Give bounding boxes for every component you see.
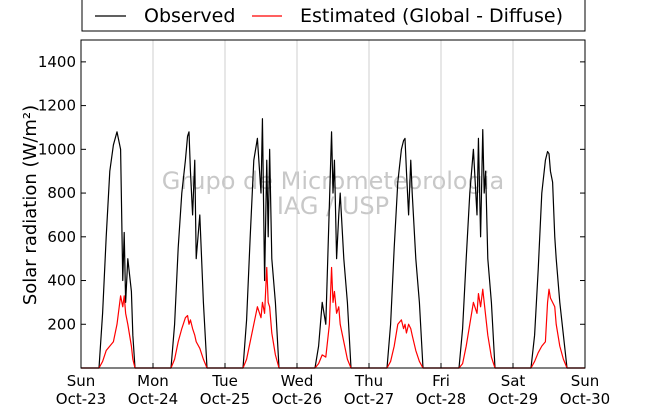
y-tick-label: 600 bbox=[47, 228, 76, 246]
watermark-line-2: IAG / USP bbox=[277, 192, 389, 220]
x-tick-label-date: Oct-26 bbox=[272, 390, 322, 408]
x-tick-label-date: Oct-23 bbox=[56, 390, 106, 408]
plot-frame bbox=[80, 39, 586, 369]
x-tick-label-date: Oct-29 bbox=[488, 390, 538, 408]
x-tick-label-day: Sun bbox=[67, 372, 96, 390]
series-line-estimated bbox=[81, 266, 585, 369]
legend-label-estimated: Estimated (Global - Diffuse) bbox=[300, 5, 563, 27]
y-tick-label: 400 bbox=[47, 272, 76, 290]
x-tick-label-day: Wed bbox=[281, 372, 314, 390]
x-tick-label-day: Sat bbox=[501, 372, 526, 390]
y-tick-label: 200 bbox=[47, 315, 76, 333]
x-tick-label-day: Mon bbox=[137, 372, 169, 390]
x-tick-label-day: Tue bbox=[211, 372, 238, 390]
x-tick-label-day: Thu bbox=[354, 372, 383, 390]
series-line-observed bbox=[81, 118, 585, 369]
x-tick-label-date: Oct-30 bbox=[560, 390, 610, 408]
x-tick-label-date: Oct-27 bbox=[344, 390, 394, 408]
x-tick-label-day: Sun bbox=[571, 372, 600, 390]
x-tick-label-date: Oct-28 bbox=[416, 390, 466, 408]
legend: Observed Estimated (Global - Diffuse) bbox=[81, 0, 586, 32]
y-axis-label: Solar radiation (W/m²) bbox=[20, 105, 41, 305]
y-tick-label: 1400 bbox=[38, 53, 76, 71]
legend-label-observed: Observed bbox=[144, 5, 235, 27]
x-tick-label-date: Oct-25 bbox=[200, 390, 250, 408]
x-tick-label-date: Oct-24 bbox=[128, 390, 178, 408]
legend-box bbox=[81, 0, 586, 32]
y-tick-label: 1200 bbox=[38, 97, 76, 115]
y-tick-label: 800 bbox=[47, 184, 76, 202]
x-tick-label-day: Fri bbox=[432, 372, 450, 390]
y-tick-label: 1000 bbox=[38, 140, 76, 158]
